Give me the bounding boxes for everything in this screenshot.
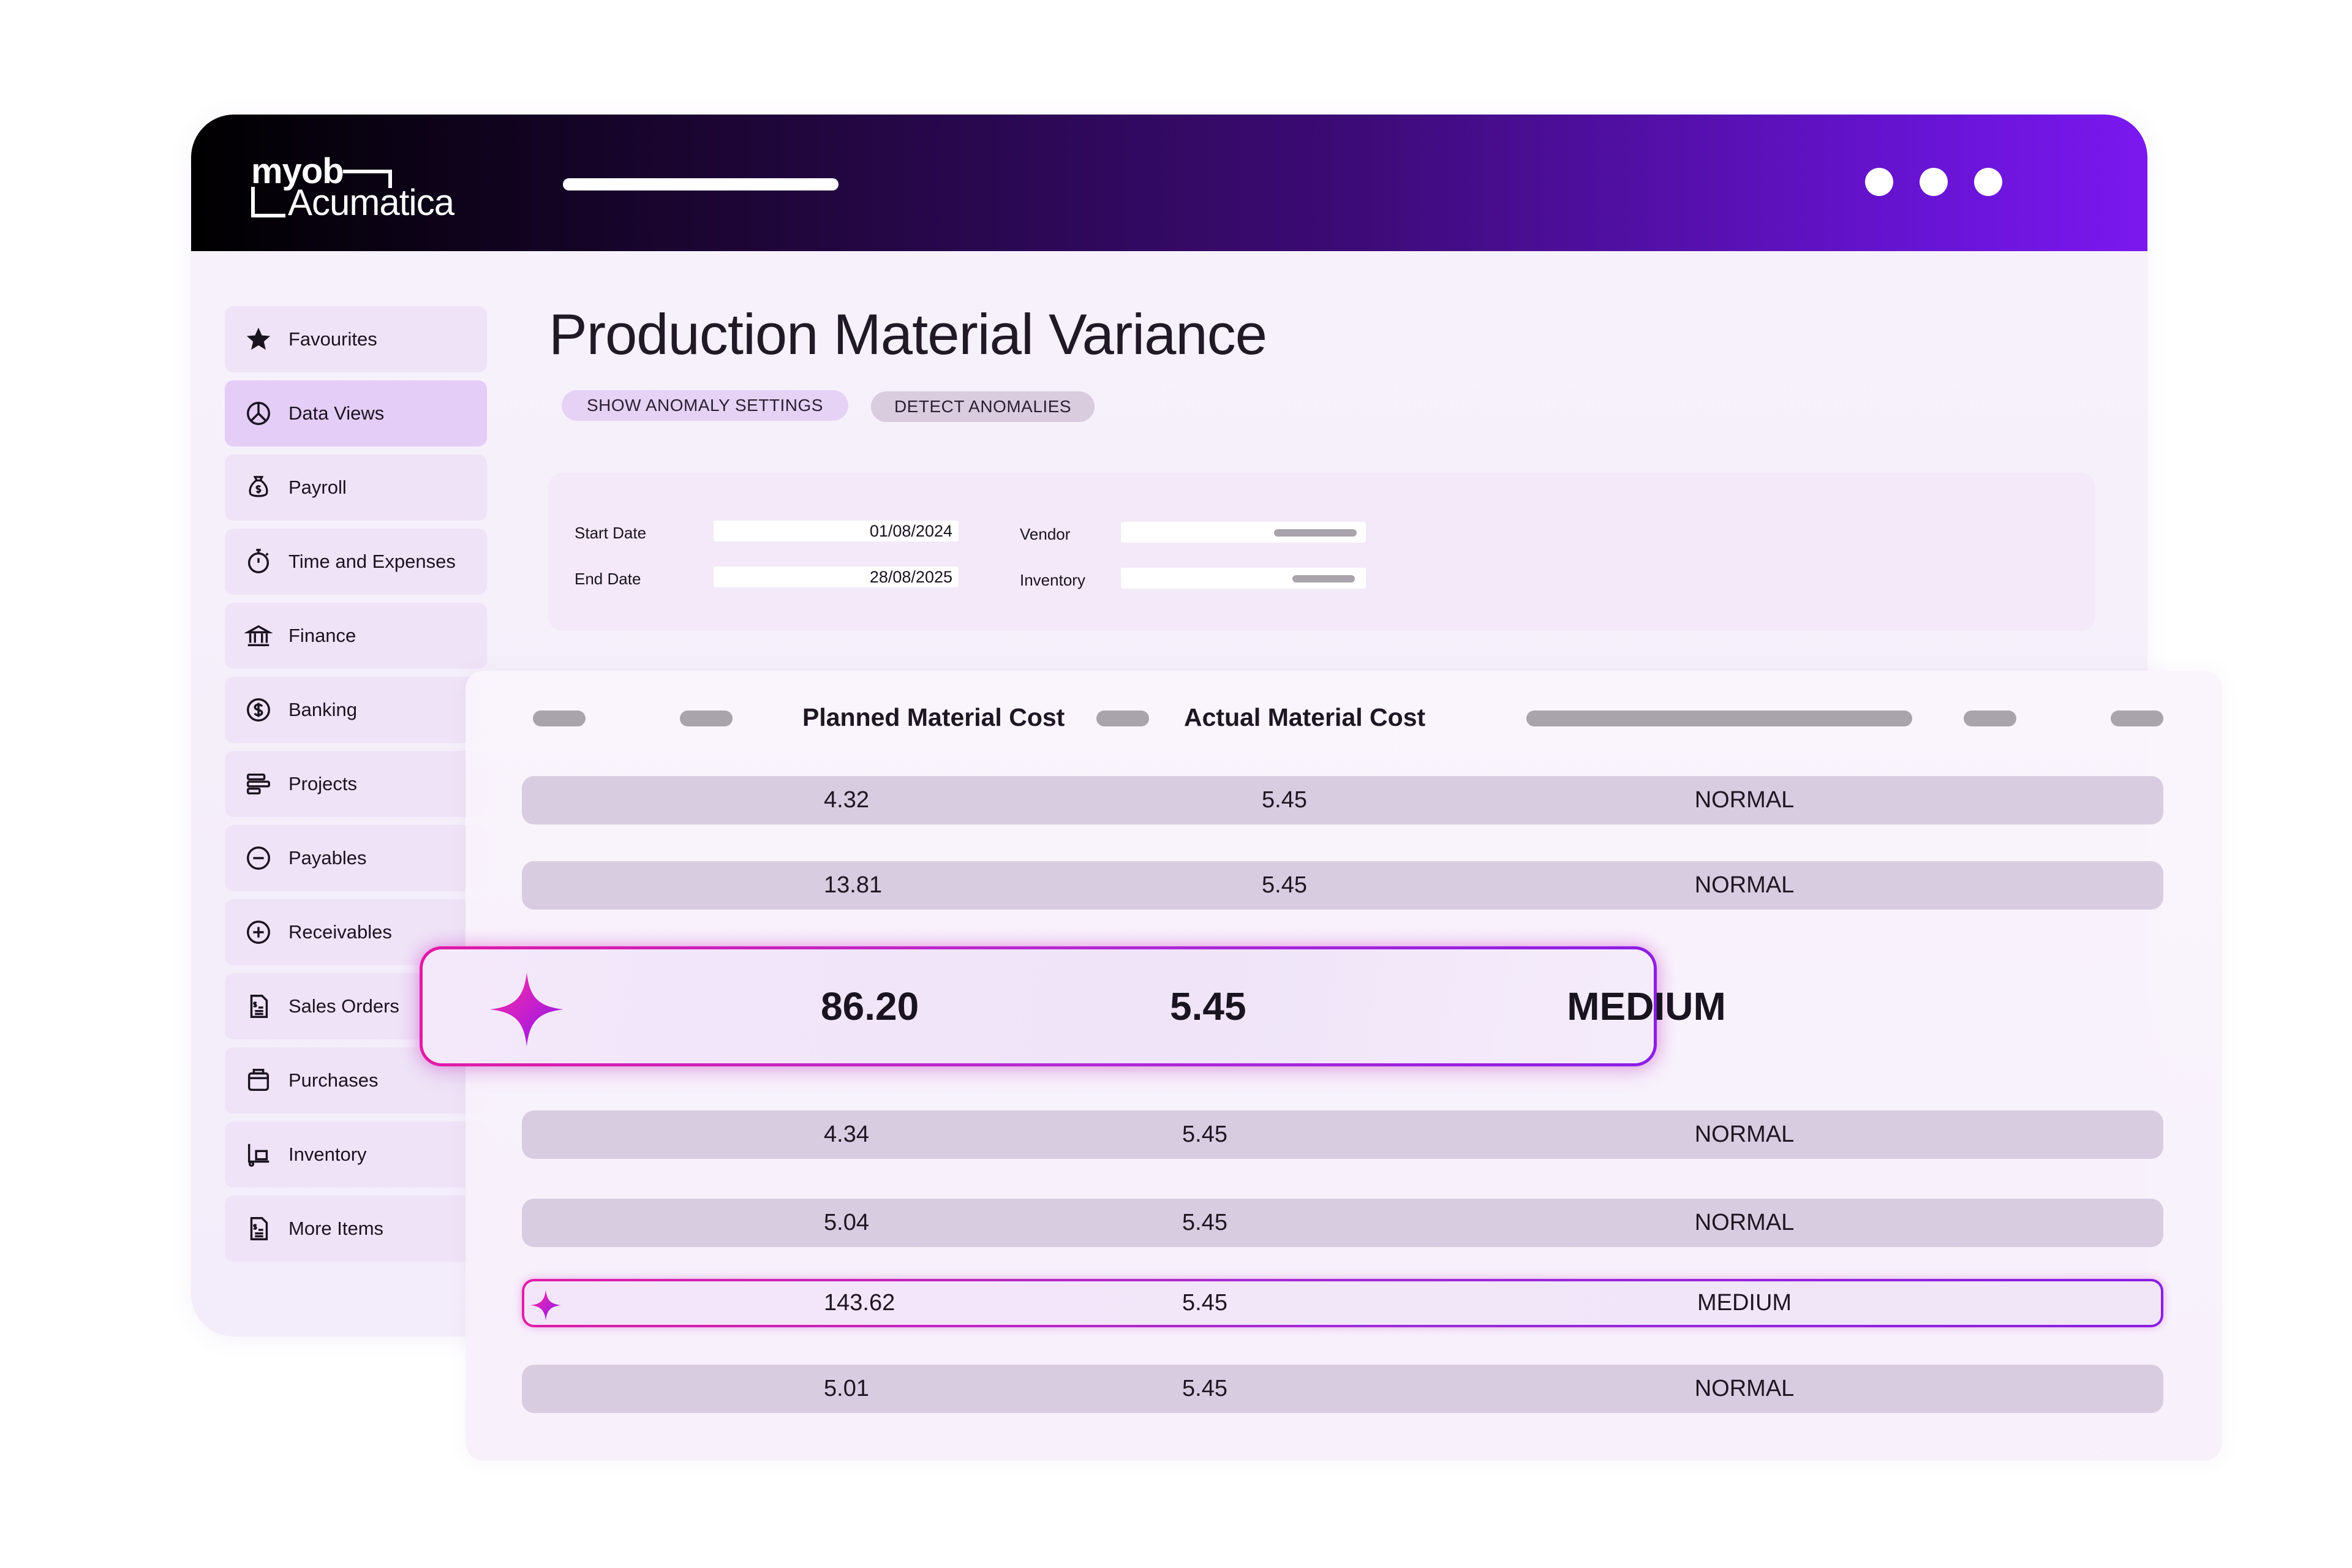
cell-planned-cost: 4.32 xyxy=(824,787,869,813)
column-header-placeholder[interactable] xyxy=(680,710,733,726)
sidebar-item-label: Receivables xyxy=(288,921,392,943)
logo-text-myob: myob xyxy=(251,151,344,191)
dollar-circle-icon xyxy=(243,695,274,725)
sidebar-item-purchases[interactable]: Purchases xyxy=(225,1047,487,1114)
table-row[interactable]: 5.01 5.45 NORMAL xyxy=(522,1365,2163,1413)
sidebar-item-inventory[interactable]: Inventory xyxy=(225,1121,487,1188)
star-icon xyxy=(243,324,274,355)
highlighted-anomaly-row[interactable]: 86.20 5.45 MEDIUM xyxy=(420,946,1726,1066)
sidebar-item-payables[interactable]: Payables xyxy=(225,825,487,891)
cell-planned-cost: 4.34 xyxy=(824,1121,869,1147)
top-bar: myob Acumatica xyxy=(191,115,2147,251)
sidebar-item-label: Favourites xyxy=(288,328,377,350)
cell-planned-cost: 143.62 xyxy=(824,1290,895,1316)
pie-chart-icon xyxy=(243,398,274,429)
column-header-placeholder[interactable] xyxy=(1526,710,1912,726)
sidebar-item-label: Finance xyxy=(288,625,356,646)
sparkle-icon xyxy=(530,1290,561,1321)
sidebar-item-time-and-expenses[interactable]: Time and Expenses xyxy=(225,529,487,595)
inventory-label: Inventory xyxy=(1020,571,1085,589)
sidebar-item-label: More Items xyxy=(288,1218,384,1239)
plus-circle-icon xyxy=(243,917,274,948)
sidebar-item-more-items[interactable]: More Items xyxy=(225,1196,487,1262)
column-header-placeholder[interactable] xyxy=(1096,710,1149,726)
sales-document-icon xyxy=(243,991,274,1022)
highlight-planned-cost: 86.20 xyxy=(821,984,919,1028)
search-bar-placeholder[interactable] xyxy=(563,178,839,190)
logo-text-acumatica: Acumatica xyxy=(288,182,454,223)
column-header-placeholder[interactable] xyxy=(533,710,586,726)
projects-icon xyxy=(243,769,274,799)
sidebar-item-label: Inventory xyxy=(288,1144,367,1165)
end-date-field[interactable]: 28/08/2025 xyxy=(714,567,959,587)
sidebar-item-label: Purchases xyxy=(288,1069,379,1091)
column-header-actual-material-cost[interactable]: Actual Material Cost xyxy=(1184,703,1426,731)
column-header-planned-material-cost[interactable]: Planned Material Cost xyxy=(802,703,1065,731)
start-date-label: Start Date xyxy=(575,524,647,542)
detect-anomalies-button[interactable]: DETECT ANOMALIES xyxy=(871,391,1095,422)
sidebar-item-finance[interactable]: Finance xyxy=(225,603,487,669)
sidebar-item-banking[interactable]: Banking xyxy=(225,677,487,743)
cell-actual-cost: 5.45 xyxy=(1182,1376,1227,1401)
show-anomaly-settings-button[interactable]: SHOW ANOMALY SETTINGS xyxy=(562,390,848,421)
table-row-anomaly[interactable]: 143.62 5.45 MEDIUM xyxy=(522,1279,2163,1327)
page-title: Production Material Variance xyxy=(549,302,1267,366)
start-date-field[interactable]: 01/08/2024 xyxy=(714,521,959,541)
window-dot-2[interactable] xyxy=(1920,168,1948,196)
minus-circle-icon xyxy=(243,843,274,873)
table-row[interactable]: 13.81 5.45 NORMAL xyxy=(522,861,2163,910)
more-items-icon xyxy=(243,1213,274,1244)
sidebar-item-label: Payables xyxy=(288,847,367,869)
sidebar-item-label: Banking xyxy=(288,699,358,720)
sidebar-item-data-views[interactable]: Data Views xyxy=(225,380,487,447)
cell-actual-cost: 5.45 xyxy=(1262,787,1307,813)
sidebar-item-projects[interactable]: Projects xyxy=(225,751,487,817)
table-row[interactable]: 5.04 5.45 NORMAL xyxy=(522,1199,2163,1247)
purchases-icon xyxy=(243,1065,274,1096)
cell-planned-cost: 13.81 xyxy=(824,872,883,898)
inventory-field[interactable] xyxy=(1121,568,1366,589)
filter-panel: Start Date 01/08/2024 End Date 28/08/202… xyxy=(548,473,2095,631)
cell-actual-cost: 5.45 xyxy=(1182,1290,1227,1316)
sidebar-item-label: Projects xyxy=(288,773,357,794)
vendor-field[interactable] xyxy=(1121,522,1366,543)
sidebar-item-label: Sales Orders xyxy=(288,995,399,1017)
money-bag-icon xyxy=(243,472,274,503)
end-date-label: End Date xyxy=(575,570,641,588)
window-dot-1[interactable] xyxy=(1865,168,1893,196)
highlight-status: MEDIUM xyxy=(1567,984,1726,1028)
sidebar-item-label: Data Views xyxy=(288,402,385,424)
sidebar-item-favourites[interactable]: Favourites xyxy=(225,306,487,372)
bank-icon xyxy=(243,620,274,651)
cell-actual-cost: 5.45 xyxy=(1182,1210,1227,1235)
cell-actual-cost: 5.45 xyxy=(1262,872,1307,898)
sidebar-item-label: Payroll xyxy=(288,477,347,498)
inventory-icon xyxy=(243,1139,274,1170)
table-row[interactable]: 4.34 5.45 NORMAL xyxy=(522,1110,2163,1159)
vendor-label: Vendor xyxy=(1020,525,1071,543)
sidebar-item-label: Time and Expenses xyxy=(288,551,456,572)
sparkle-icon xyxy=(490,973,564,1046)
app-logo[interactable]: myob Acumatica xyxy=(251,151,472,223)
table-row[interactable]: 4.32 5.45 NORMAL xyxy=(522,776,2163,824)
sidebar-item-payroll[interactable]: Payroll xyxy=(225,454,487,521)
highlight-actual-cost: 5.45 xyxy=(1170,984,1246,1028)
stopwatch-icon xyxy=(243,546,274,577)
cell-actual-cost: 5.45 xyxy=(1182,1121,1227,1147)
column-header-placeholder[interactable] xyxy=(2111,710,2163,726)
cell-planned-cost: 5.04 xyxy=(824,1210,869,1235)
cell-planned-cost: 5.01 xyxy=(824,1376,869,1401)
column-header-placeholder[interactable] xyxy=(1964,710,2016,726)
window-dot-3[interactable] xyxy=(1974,168,2002,196)
